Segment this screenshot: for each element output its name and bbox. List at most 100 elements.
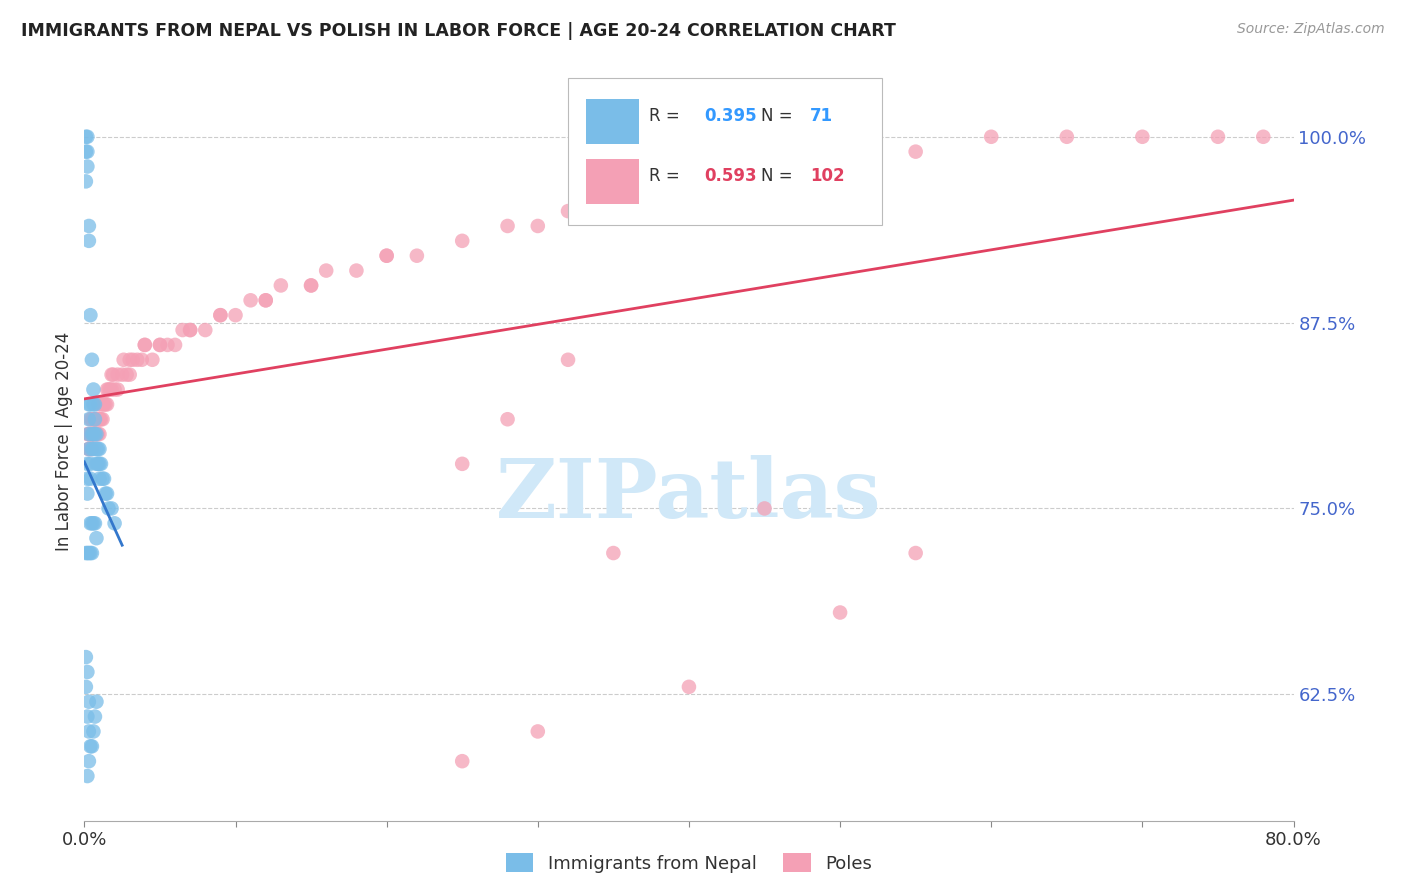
Point	[77, 427, 100, 442]
Point	[97, 501, 120, 516]
Point	[172, 323, 194, 337]
Point	[76, 709, 98, 723]
Point	[346, 263, 368, 277]
Point	[77, 427, 100, 442]
Point	[90, 412, 112, 426]
Point	[165, 338, 187, 352]
Point	[86, 427, 108, 442]
Point	[77, 546, 100, 560]
Point	[82, 516, 104, 531]
Point	[79, 739, 101, 754]
Point	[904, 546, 927, 560]
Point	[87, 442, 110, 456]
Point	[89, 442, 111, 456]
FancyBboxPatch shape	[586, 99, 640, 144]
Point	[709, 174, 731, 188]
Point	[84, 709, 107, 723]
Point	[89, 427, 111, 442]
Point	[79, 472, 101, 486]
Point	[104, 383, 127, 397]
Point	[76, 665, 98, 679]
Point	[76, 472, 98, 486]
Point	[77, 219, 100, 233]
Point	[80, 412, 103, 426]
Point	[451, 754, 474, 768]
Point	[127, 352, 149, 367]
Point	[111, 368, 134, 382]
Point	[299, 278, 322, 293]
Point	[89, 412, 111, 426]
Point	[239, 293, 262, 308]
Point	[77, 442, 100, 456]
Point	[76, 457, 98, 471]
Point	[115, 368, 138, 382]
Point	[79, 516, 101, 531]
Point	[91, 472, 114, 486]
Point	[209, 308, 232, 322]
Y-axis label: In Labor Force | Age 20-24: In Labor Force | Age 20-24	[55, 332, 73, 551]
Point	[84, 516, 107, 531]
Point	[678, 680, 700, 694]
Point	[77, 412, 100, 426]
Point	[451, 234, 474, 248]
Point	[80, 427, 103, 442]
Point	[82, 427, 104, 442]
Point	[86, 531, 108, 545]
Text: N =: N =	[762, 167, 799, 186]
Point	[77, 397, 100, 411]
Point	[134, 338, 156, 352]
Point	[149, 338, 172, 352]
Text: 0.395: 0.395	[704, 106, 758, 125]
Point	[77, 724, 100, 739]
Point	[82, 427, 104, 442]
Text: ZIPatlas: ZIPatlas	[496, 455, 882, 534]
Point	[96, 397, 118, 411]
Point	[76, 427, 98, 442]
Point	[149, 338, 172, 352]
Point	[76, 486, 98, 500]
Point	[754, 160, 776, 174]
Point	[84, 412, 107, 426]
Point	[375, 249, 398, 263]
Point	[91, 412, 114, 426]
Point	[75, 546, 97, 560]
Point	[86, 442, 108, 456]
Point	[77, 442, 100, 456]
Point	[527, 724, 550, 739]
Point	[225, 308, 247, 322]
Point	[91, 397, 114, 411]
Point	[904, 145, 927, 159]
Point	[87, 457, 110, 471]
Point	[89, 457, 111, 471]
Point	[121, 352, 143, 367]
Point	[75, 680, 97, 694]
Point	[375, 249, 398, 263]
Point	[79, 546, 101, 560]
Point	[118, 368, 141, 382]
Point	[87, 397, 110, 411]
Point	[79, 442, 101, 456]
Point	[131, 352, 153, 367]
Point	[77, 442, 100, 456]
Point	[209, 308, 232, 322]
Point	[156, 338, 179, 352]
Point	[254, 293, 277, 308]
Point	[101, 368, 124, 382]
Point	[75, 174, 97, 188]
Point	[527, 219, 550, 233]
Point	[80, 546, 103, 560]
Point	[82, 412, 104, 426]
Text: 0.593: 0.593	[704, 167, 758, 186]
FancyBboxPatch shape	[586, 160, 640, 204]
Point	[1056, 129, 1078, 144]
Point	[100, 501, 122, 516]
Point	[75, 145, 97, 159]
Text: 102: 102	[810, 167, 845, 186]
Point	[86, 457, 108, 471]
Point	[82, 442, 104, 456]
Point	[76, 546, 98, 560]
Point	[77, 234, 100, 248]
Point	[96, 383, 118, 397]
Point	[496, 412, 519, 426]
Point	[82, 383, 104, 397]
